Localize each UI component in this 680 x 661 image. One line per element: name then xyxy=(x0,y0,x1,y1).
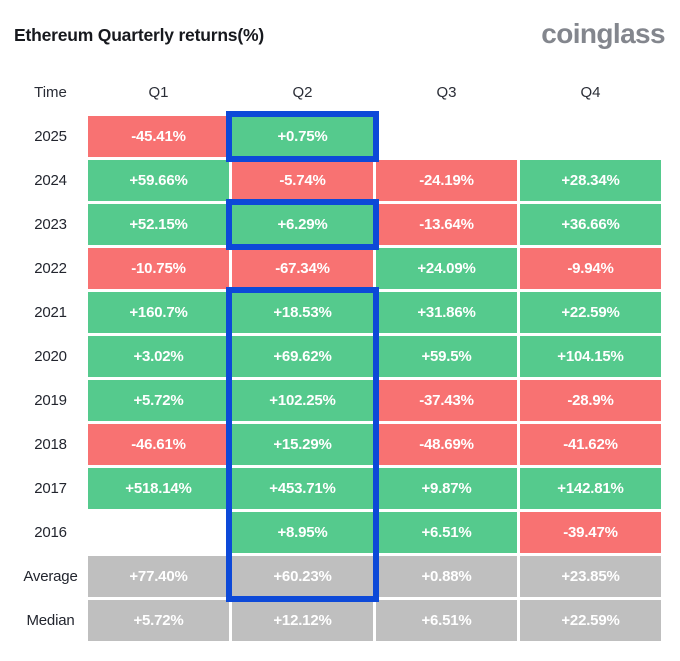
row-label-2017: 2017 xyxy=(34,480,67,497)
cell-2024-q2: -5.74% xyxy=(232,160,373,201)
cell-2019-q2: +102.25% xyxy=(232,380,373,421)
cell-2024-q4: +28.34% xyxy=(520,160,661,201)
cell-2023-q1: +52.15% xyxy=(88,204,229,245)
cell-2016-q4: -39.47% xyxy=(520,512,661,553)
cell-2022-q2: -67.34% xyxy=(232,248,373,289)
column-header-row: Time Q1 Q2 Q3 Q4 xyxy=(16,84,661,101)
cell-2017-q3: +9.87% xyxy=(376,468,517,509)
page-title: Ethereum Quarterly returns(%) xyxy=(14,25,264,45)
cell-2016-q3: +6.51% xyxy=(376,512,517,553)
row-label-median: Median xyxy=(26,612,75,629)
column-header-time: Time xyxy=(34,84,67,101)
cell-2022-q3: +24.09% xyxy=(376,248,517,289)
cell-median-q4: +22.59% xyxy=(520,600,661,641)
cell-2022-q4: -9.94% xyxy=(520,248,661,289)
row-label-2020: 2020 xyxy=(34,348,67,365)
cell-median-q1: +5.72% xyxy=(88,600,229,641)
cell-2022-q1: -10.75% xyxy=(88,248,229,289)
cell-2017-q4: +142.81% xyxy=(520,468,661,509)
cell-2020-q4: +104.15% xyxy=(520,336,661,377)
row-label-2023: 2023 xyxy=(34,216,67,233)
row-label-2025: 2025 xyxy=(34,128,67,145)
cell-2025-q1: -45.41% xyxy=(88,116,229,157)
row-label-2018: 2018 xyxy=(34,436,67,453)
cell-average-q2: +60.23% xyxy=(232,556,373,597)
cell-2018-q2: +15.29% xyxy=(232,424,373,465)
cell-2021-q3: +31.86% xyxy=(376,292,517,333)
cell-2023-q4: +36.66% xyxy=(520,204,661,245)
cell-2020-q2: +69.62% xyxy=(232,336,373,377)
cell-2017-q2: +453.71% xyxy=(232,468,373,509)
row-label-2024: 2024 xyxy=(34,172,67,189)
row-label-average: Average xyxy=(23,568,78,585)
cell-average-q1: +77.40% xyxy=(88,556,229,597)
cell-2016-q2: +8.95% xyxy=(232,512,373,553)
returns-heatmap-table: 2025 -45.41% +0.75% 2024 +59.66% -5.74% -24.19… xyxy=(16,116,661,641)
cell-2025-q3 xyxy=(376,116,517,157)
cell-2023-q2: +6.29% xyxy=(232,204,373,245)
cell-median-q3: +6.51% xyxy=(376,600,517,641)
row-label-2019: 2019 xyxy=(34,392,67,409)
cell-2021-q1: +160.7% xyxy=(88,292,229,333)
cell-2018-q4: -41.62% xyxy=(520,424,661,465)
row-label-2016: 2016 xyxy=(34,524,67,541)
row-label-2021: 2021 xyxy=(34,304,67,321)
coinglass-logo: coinglass xyxy=(541,18,665,49)
cell-2020-q1: +3.02% xyxy=(88,336,229,377)
cell-average-q3: +0.88% xyxy=(376,556,517,597)
cell-2025-q2: +0.75% xyxy=(232,116,373,157)
column-header-q1: Q1 xyxy=(148,84,169,101)
column-header-q4: Q4 xyxy=(580,84,601,101)
cell-2024-q1: +59.66% xyxy=(88,160,229,201)
cell-2017-q1: +518.14% xyxy=(88,468,229,509)
cell-2019-q4: -28.9% xyxy=(520,380,661,421)
cell-median-q2: +12.12% xyxy=(232,600,373,641)
cell-2018-q3: -48.69% xyxy=(376,424,517,465)
cell-2021-q2: +18.53% xyxy=(232,292,373,333)
cell-2019-q1: +5.72% xyxy=(88,380,229,421)
cell-2020-q3: +59.5% xyxy=(376,336,517,377)
cell-2018-q1: -46.61% xyxy=(88,424,229,465)
cell-2025-q4 xyxy=(520,116,661,157)
cell-2024-q3: -24.19% xyxy=(376,160,517,201)
column-header-q3: Q3 xyxy=(436,84,457,101)
column-header-q2: Q2 xyxy=(292,84,313,101)
cell-2016-q1 xyxy=(88,512,229,553)
cell-2023-q3: -13.64% xyxy=(376,204,517,245)
cell-2021-q4: +22.59% xyxy=(520,292,661,333)
cell-2019-q3: -37.43% xyxy=(376,380,517,421)
cell-average-q4: +23.85% xyxy=(520,556,661,597)
row-label-2022: 2022 xyxy=(34,260,67,277)
